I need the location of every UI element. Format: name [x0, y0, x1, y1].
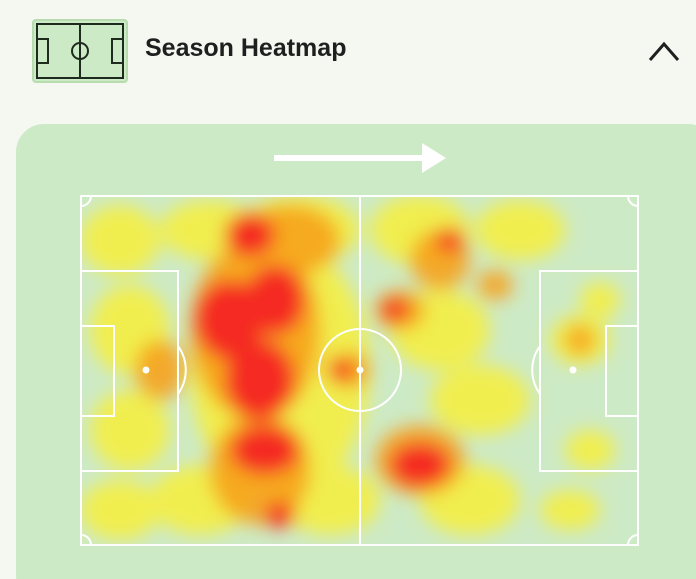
collapse-chevron[interactable] [648, 41, 680, 61]
pitch-lines [80, 195, 639, 546]
pitch-spots [142, 366, 577, 374]
section-title: Season Heatmap [145, 34, 347, 62]
direction-arrow [274, 143, 446, 173]
pitch-icon [32, 19, 128, 83]
heatmap [81, 196, 620, 540]
